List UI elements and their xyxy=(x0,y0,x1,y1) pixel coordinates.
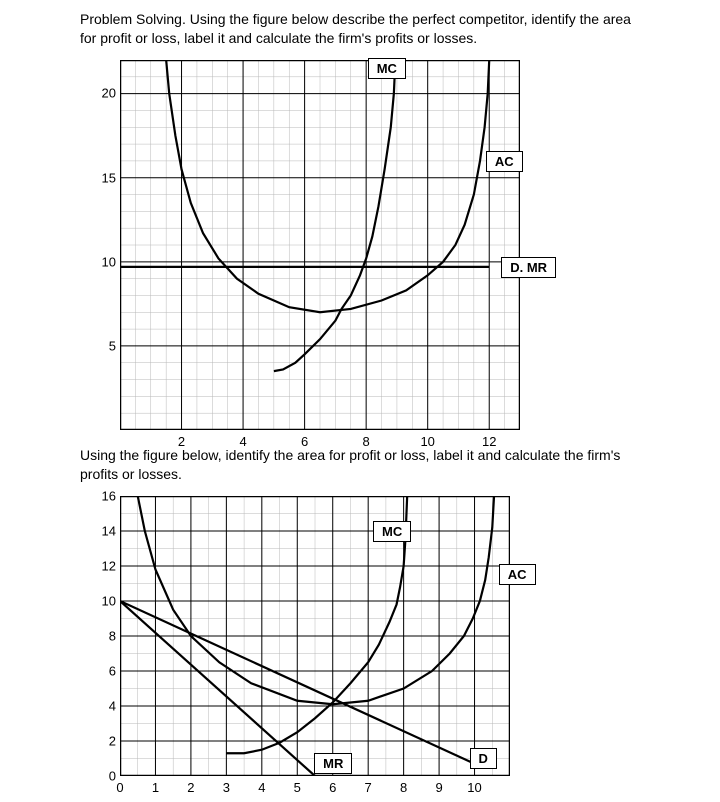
ytick-label: 20 xyxy=(102,86,120,101)
xtick-label: 7 xyxy=(365,776,372,795)
ytick-label: 6 xyxy=(109,663,120,678)
xtick-label: 9 xyxy=(435,776,442,795)
ytick-label: 5 xyxy=(109,338,120,353)
xtick-label: 8 xyxy=(400,776,407,795)
curve-mc xyxy=(274,60,396,371)
xtick-label: 3 xyxy=(223,776,230,795)
problem1-text: Problem Solving. Using the figure below … xyxy=(80,10,640,48)
curve-label-mr: MR xyxy=(314,753,352,774)
ytick-label: 10 xyxy=(102,254,120,269)
curve-ac xyxy=(166,60,489,312)
problem2-text: Using the figure below, identify the are… xyxy=(80,446,640,484)
ytick-label: 15 xyxy=(102,170,120,185)
ytick-label: 12 xyxy=(102,558,120,573)
xtick-label: 6 xyxy=(329,776,336,795)
xtick-label: 10 xyxy=(467,776,481,795)
ytick-label: 14 xyxy=(102,523,120,538)
ytick-label: 10 xyxy=(102,593,120,608)
xtick-label: 6 xyxy=(301,430,308,449)
curve-label-ac: AC xyxy=(486,151,523,172)
xtick-label: 10 xyxy=(420,430,434,449)
curve-label-ac: AC xyxy=(499,564,536,585)
chart2: 0246810121416012345678910MCACDMR xyxy=(120,496,510,776)
xtick-label: 2 xyxy=(178,430,185,449)
xtick-label: 5 xyxy=(294,776,301,795)
curve-label-dmr: D. MR xyxy=(501,257,556,278)
ytick-label: 16 xyxy=(102,488,120,503)
curve-label-mc: MC xyxy=(368,58,406,79)
chart1: 510152024681012MCACD. MR xyxy=(120,60,520,430)
curve-label-mc: MC xyxy=(373,521,411,542)
xtick-label: 4 xyxy=(239,430,246,449)
ytick-label: 2 xyxy=(109,733,120,748)
ytick-label: 8 xyxy=(109,628,120,643)
ytick-label: 4 xyxy=(109,698,120,713)
xtick-label: 4 xyxy=(258,776,265,795)
xtick-label: 1 xyxy=(152,776,159,795)
xtick-label: 12 xyxy=(482,430,496,449)
curve-label-d: D xyxy=(470,748,497,769)
xtick-label: 0 xyxy=(116,776,123,795)
xtick-label: 2 xyxy=(187,776,194,795)
xtick-label: 8 xyxy=(363,430,370,449)
